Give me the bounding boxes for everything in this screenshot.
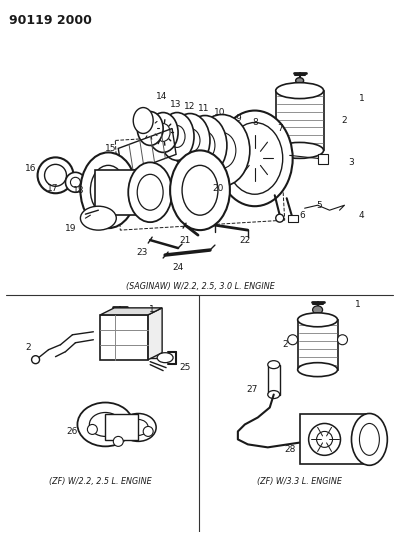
Ellipse shape [81, 152, 136, 228]
Text: 90119 2000: 90119 2000 [9, 14, 91, 27]
Ellipse shape [268, 361, 280, 369]
Ellipse shape [91, 165, 126, 215]
Text: 5: 5 [317, 201, 322, 209]
Circle shape [113, 437, 123, 446]
Text: 1: 1 [149, 305, 155, 314]
Text: 12: 12 [184, 102, 196, 111]
Ellipse shape [217, 110, 293, 206]
Ellipse shape [157, 353, 173, 362]
Ellipse shape [276, 83, 324, 99]
Text: (SAGINAW) W/2.2, 2.5, 3.0 L. ENGINE: (SAGINAW) W/2.2, 2.5, 3.0 L. ENGINE [126, 282, 275, 291]
Ellipse shape [194, 115, 250, 186]
Text: 20: 20 [212, 184, 223, 193]
Ellipse shape [81, 206, 116, 230]
Text: 21: 21 [180, 236, 191, 245]
Text: 27: 27 [246, 385, 257, 394]
Text: 6: 6 [300, 211, 306, 220]
Circle shape [308, 423, 340, 455]
Ellipse shape [183, 116, 227, 175]
Bar [95, 171, 150, 215]
Bar [300, 415, 369, 464]
Ellipse shape [312, 306, 322, 314]
Text: 19: 19 [65, 224, 76, 232]
Ellipse shape [133, 108, 153, 133]
Ellipse shape [148, 112, 178, 152]
Ellipse shape [208, 133, 236, 168]
Text: 14: 14 [156, 92, 168, 101]
Ellipse shape [137, 174, 163, 210]
Text: 18: 18 [73, 186, 84, 195]
Text: (ZF) W/2.2, 2.5 L. ENGINE: (ZF) W/2.2, 2.5 L. ENGINE [49, 477, 152, 486]
Text: 26: 26 [67, 427, 78, 436]
Text: 25: 25 [180, 363, 191, 372]
Text: 16: 16 [25, 164, 36, 173]
Ellipse shape [180, 128, 200, 152]
Text: 2: 2 [282, 340, 288, 349]
Ellipse shape [182, 165, 218, 215]
Text: 10: 10 [214, 108, 226, 117]
Text: 1: 1 [355, 301, 360, 309]
Text: 2: 2 [26, 343, 32, 352]
Ellipse shape [169, 125, 185, 148]
Ellipse shape [115, 311, 125, 319]
Circle shape [338, 335, 348, 345]
Text: 15: 15 [105, 144, 116, 153]
Circle shape [71, 177, 81, 187]
Ellipse shape [77, 402, 133, 446]
Circle shape [288, 335, 298, 345]
Circle shape [87, 424, 97, 434]
Ellipse shape [128, 419, 148, 435]
Circle shape [316, 431, 332, 447]
Text: 23: 23 [136, 247, 148, 256]
Ellipse shape [298, 313, 338, 327]
Ellipse shape [89, 413, 121, 437]
Ellipse shape [137, 111, 163, 146]
Polygon shape [148, 308, 162, 360]
Text: 24: 24 [172, 263, 184, 272]
Bar [268, 365, 280, 394]
Ellipse shape [352, 414, 387, 465]
Bar [318, 155, 328, 164]
Bar [100, 315, 148, 360]
Ellipse shape [359, 423, 379, 455]
Circle shape [143, 426, 153, 437]
Text: 17: 17 [47, 184, 58, 193]
Ellipse shape [298, 362, 338, 377]
Ellipse shape [227, 123, 283, 194]
Ellipse shape [276, 142, 324, 158]
Ellipse shape [156, 124, 170, 141]
Text: 4: 4 [359, 211, 364, 220]
Ellipse shape [160, 112, 194, 160]
Circle shape [38, 157, 73, 193]
Text: 2: 2 [342, 116, 347, 125]
Bar [288, 215, 298, 222]
Circle shape [32, 356, 40, 364]
Ellipse shape [128, 163, 172, 222]
Circle shape [45, 164, 67, 186]
Ellipse shape [296, 78, 304, 84]
Bar [105, 415, 138, 440]
Bar [276, 91, 324, 150]
Ellipse shape [268, 391, 280, 399]
Text: 22: 22 [239, 236, 251, 245]
Text: 13: 13 [170, 100, 182, 109]
Text: 1: 1 [359, 94, 364, 103]
Ellipse shape [120, 414, 156, 441]
Text: 3: 3 [349, 158, 354, 167]
Circle shape [276, 214, 284, 222]
Text: (ZF) W/3.3 L. ENGINE: (ZF) W/3.3 L. ENGINE [257, 477, 342, 486]
Text: 28: 28 [284, 445, 295, 454]
Circle shape [65, 172, 85, 192]
Ellipse shape [195, 132, 215, 159]
Ellipse shape [170, 150, 230, 230]
Ellipse shape [170, 114, 210, 167]
Text: 7: 7 [277, 124, 282, 133]
Bar [298, 320, 338, 370]
Text: 9: 9 [235, 114, 241, 123]
Text: 8: 8 [252, 118, 258, 127]
Text: 11: 11 [198, 104, 210, 113]
Polygon shape [100, 308, 162, 315]
